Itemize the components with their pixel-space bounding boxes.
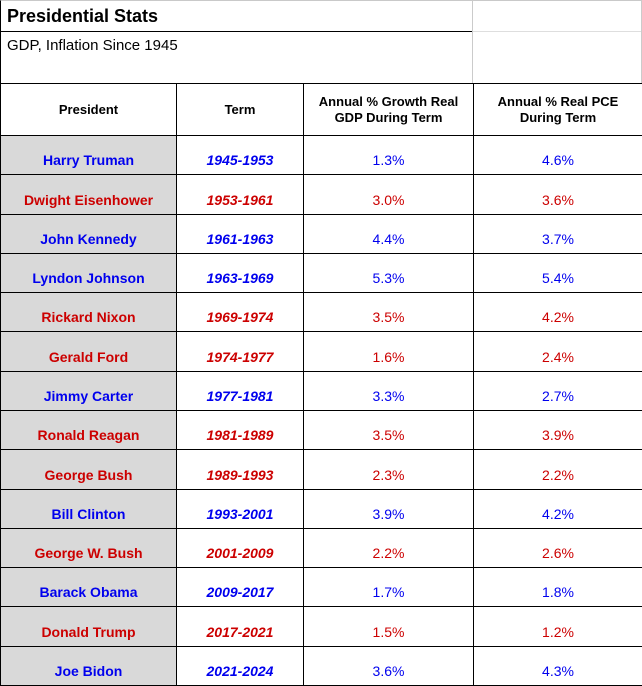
table-row: Ronald Reagan 1981-1989 3.5% 3.9%: [0, 409, 642, 451]
column-header-gdp-growth: Annual % Growth Real GDP During Term: [303, 83, 474, 136]
table-row: Bill Clinton 1993-2001 3.9% 4.2%: [0, 488, 642, 529]
pce-cell: 2.4%: [473, 331, 642, 372]
term-cell: 1961-1963: [176, 213, 304, 254]
president-cell: Bill Clinton: [0, 488, 177, 529]
term-cell: 1969-1974: [176, 292, 304, 333]
president-cell: George Bush: [0, 449, 177, 490]
presidential-stats-table: President Term Annual % Growth Real GDP …: [0, 83, 642, 686]
title-column: Presidential Stats GDP, Inflation Since …: [0, 0, 472, 83]
column-header-pce: Annual % Real PCE During Term: [473, 83, 642, 136]
pce-cell: 4.2%: [473, 488, 642, 529]
president-cell: Donald Trump: [0, 606, 177, 647]
table-row: Harry Truman 1945-1953 1.3% 4.6%: [0, 134, 642, 176]
table-body: Harry Truman 1945-1953 1.3% 4.6% Dwight …: [0, 134, 642, 686]
president-cell: Gerald Ford: [0, 331, 177, 372]
pce-cell: 1.8%: [473, 567, 642, 608]
page-subtitle: GDP, Inflation Since 1945: [7, 37, 178, 54]
pce-cell: 2.2%: [473, 449, 642, 490]
president-cell: Dwight Eisenhower: [0, 174, 177, 215]
term-cell: 2009-2017: [176, 567, 304, 608]
term-cell: 1945-1953: [176, 134, 304, 176]
pce-cell: 1.2%: [473, 606, 642, 647]
pce-cell: 2.6%: [473, 527, 642, 569]
table-row: Dwight Eisenhower 1953-1961 3.0% 3.6%: [0, 174, 642, 215]
term-cell: 2017-2021: [176, 606, 304, 647]
gdp-growth-cell: 1.3%: [303, 134, 474, 176]
president-cell: Barack Obama: [0, 567, 177, 608]
pce-cell: 3.7%: [473, 213, 642, 254]
empty-cell: [473, 1, 641, 32]
gdp-growth-cell: 3.3%: [303, 370, 474, 411]
table-row: George Bush 1989-1993 2.3% 2.2%: [0, 449, 642, 490]
pce-cell: 3.6%: [473, 174, 642, 215]
president-cell: John Kennedy: [0, 213, 177, 254]
term-cell: 2021-2024: [176, 645, 304, 686]
term-cell: 1981-1989: [176, 409, 304, 451]
table-row: John Kennedy 1961-1963 4.4% 3.7%: [0, 213, 642, 254]
term-cell: 1993-2001: [176, 488, 304, 529]
term-cell: 1974-1977: [176, 331, 304, 372]
title-block: Presidential Stats GDP, Inflation Since …: [0, 0, 642, 83]
term-cell: 1963-1969: [176, 252, 304, 294]
pce-cell: 2.7%: [473, 370, 642, 411]
gdp-growth-cell: 4.4%: [303, 213, 474, 254]
gdp-growth-cell: 1.6%: [303, 331, 474, 372]
pce-cell: 4.3%: [473, 645, 642, 686]
header-row: President Term Annual % Growth Real GDP …: [0, 83, 642, 136]
pce-cell: 4.6%: [473, 134, 642, 176]
table-row: Gerald Ford 1974-1977 1.6% 2.4%: [0, 331, 642, 372]
pce-cell: 4.2%: [473, 292, 642, 333]
table-row: Rickard Nixon 1969-1974 3.5% 4.2%: [0, 292, 642, 333]
gdp-growth-cell: 3.5%: [303, 292, 474, 333]
gdp-growth-cell: 2.3%: [303, 449, 474, 490]
page-title: Presidential Stats: [1, 1, 472, 32]
gdp-growth-cell: 5.3%: [303, 252, 474, 294]
gdp-growth-cell: 3.5%: [303, 409, 474, 451]
pce-cell: 5.4%: [473, 252, 642, 294]
president-cell: Joe Bidon: [0, 645, 177, 686]
empty-cell: [473, 32, 641, 83]
president-cell: George W. Bush: [0, 527, 177, 569]
term-cell: 1953-1961: [176, 174, 304, 215]
table-row: Barack Obama 2009-2017 1.7% 1.8%: [0, 567, 642, 608]
column-header-president: President: [0, 83, 177, 136]
pce-cell: 3.9%: [473, 409, 642, 451]
table-header: President Term Annual % Growth Real GDP …: [0, 83, 642, 136]
gdp-growth-cell: 3.0%: [303, 174, 474, 215]
president-cell: Jimmy Carter: [0, 370, 177, 411]
gdp-growth-cell: 1.5%: [303, 606, 474, 647]
gdp-growth-cell: 2.2%: [303, 527, 474, 569]
gdp-growth-cell: 3.6%: [303, 645, 474, 686]
president-cell: Lyndon Johnson: [0, 252, 177, 294]
column-header-term: Term: [176, 83, 304, 136]
table-row: Lyndon Johnson 1963-1969 5.3% 5.4%: [0, 252, 642, 294]
table-row: George W. Bush 2001-2009 2.2% 2.6%: [0, 527, 642, 569]
gdp-growth-cell: 1.7%: [303, 567, 474, 608]
term-cell: 1977-1981: [176, 370, 304, 411]
table-row: Jimmy Carter 1977-1981 3.3% 2.7%: [0, 370, 642, 411]
table-row: Donald Trump 2017-2021 1.5% 1.2%: [0, 606, 642, 647]
table-row: Joe Bidon 2021-2024 3.6% 4.3%: [0, 645, 642, 686]
term-cell: 1989-1993: [176, 449, 304, 490]
gdp-growth-cell: 3.9%: [303, 488, 474, 529]
president-cell: Harry Truman: [0, 134, 177, 176]
president-cell: Ronald Reagan: [0, 409, 177, 451]
term-cell: 2001-2009: [176, 527, 304, 569]
empty-header-column: [472, 0, 642, 83]
president-cell: Rickard Nixon: [0, 292, 177, 333]
